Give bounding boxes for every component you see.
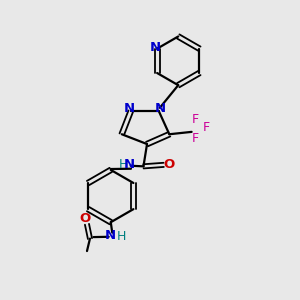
Text: N: N <box>105 229 116 242</box>
Text: O: O <box>80 212 91 226</box>
Text: N: N <box>124 103 135 116</box>
Text: F: F <box>192 132 199 145</box>
Text: N: N <box>154 103 166 116</box>
Text: O: O <box>163 158 174 171</box>
Text: N: N <box>124 158 135 171</box>
Text: F: F <box>202 121 209 134</box>
Text: H: H <box>116 230 126 243</box>
Text: H: H <box>119 158 128 171</box>
Text: F: F <box>192 113 199 126</box>
Text: N: N <box>150 41 161 54</box>
